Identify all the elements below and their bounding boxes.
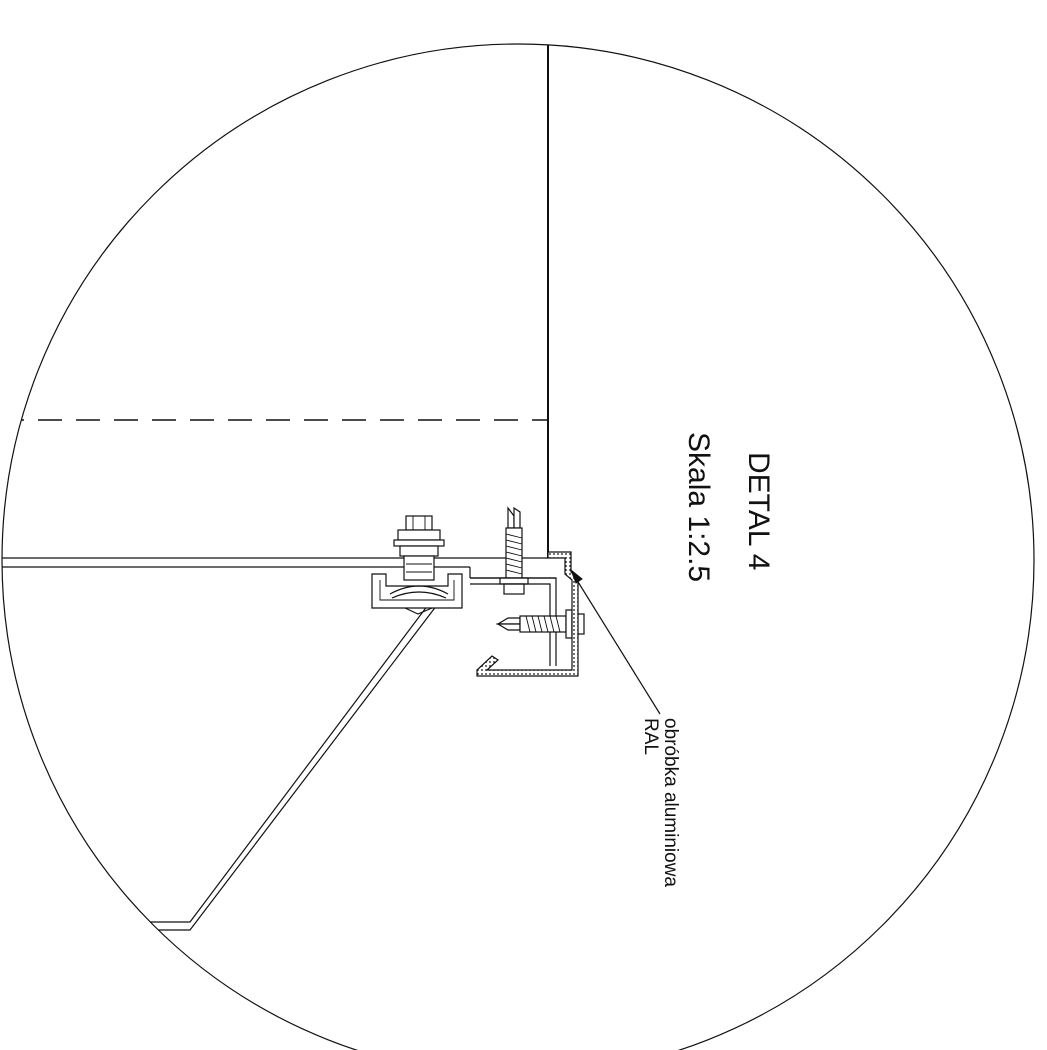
leader-line <box>569 568 661 715</box>
aluminium-flashing <box>476 551 579 677</box>
self-drilling-screw-vertical-icon <box>499 506 529 595</box>
detail-scale: Skala 1:2.5 <box>682 432 715 582</box>
annotation-line-1: obróbka aluminiowa <box>660 718 681 887</box>
horizontal-panel <box>2 557 556 579</box>
angle-profile <box>470 577 557 666</box>
diagonal-strut <box>140 604 438 931</box>
detail-title: DETAL 4 <box>742 452 775 570</box>
annotation-line-2: RAL <box>640 718 661 755</box>
detail-circle <box>1 43 1035 1050</box>
clamp-profile <box>371 573 463 615</box>
self-drilling-screw-horizontal-icon <box>495 609 585 639</box>
hex-bolt-icon <box>393 515 445 581</box>
